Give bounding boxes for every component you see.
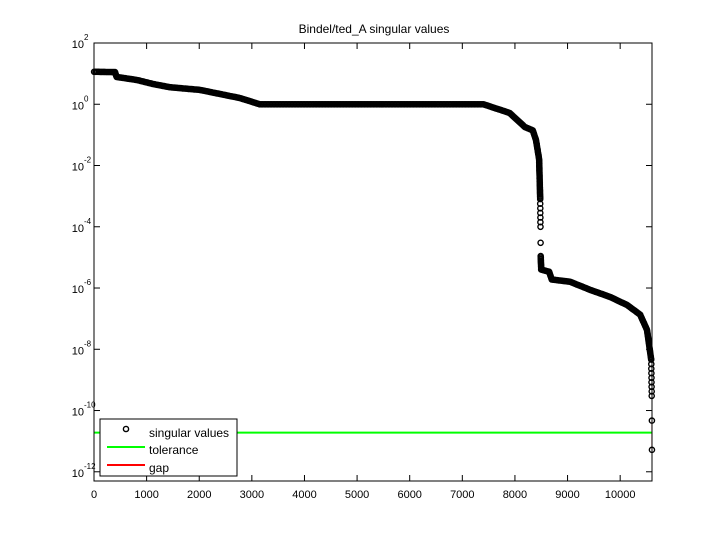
x-tick-label: 2000 [187, 489, 211, 501]
y-tick-label-exponent: -12 [84, 462, 96, 471]
legend: singular values tolerance gap [99, 418, 238, 477]
axes: 0 1000 2000 3000 4000 5000 6000 7000 8000 9000 100… [72, 33, 653, 501]
x-tick-label: 3000 [240, 489, 264, 501]
x-tick-label: 9000 [555, 489, 579, 501]
y-tick-label-base: 10 [72, 407, 84, 419]
x-tick-label: 7000 [450, 489, 474, 501]
y-tick-label-exponent: -10 [84, 401, 96, 410]
y-tick-label-exponent: -2 [84, 156, 92, 165]
x-tick-label: 10000 [605, 489, 636, 501]
y-tick-label-base: 10 [72, 345, 84, 357]
y-tick-label-exponent: -4 [84, 217, 92, 226]
legend-label-gap: gap [149, 461, 169, 475]
y-tick-label-exponent: 0 [84, 94, 89, 103]
y-tick-label-base: 10 [72, 162, 84, 174]
y-tick-label-base: 10 [72, 39, 84, 51]
legend-label-singular-values: singular values [149, 426, 229, 440]
y-tick-label-exponent: -8 [84, 339, 92, 348]
x-tick-label: 1000 [134, 489, 158, 501]
legend-marker-singular-values [122, 425, 130, 433]
chart-title: Bindel/ted_A singular values [299, 22, 450, 36]
x-tick-label: 8000 [503, 489, 527, 501]
y-tick-label-exponent: 2 [84, 33, 89, 42]
data-point [537, 239, 544, 247]
y-tick-label-base: 10 [72, 223, 84, 235]
x-tick-label: 6000 [397, 489, 421, 501]
axes-frame [93, 42, 653, 482]
singular-values-series [90, 68, 656, 454]
legend-label-tolerance: tolerance [149, 443, 199, 457]
y-tick-label-base: 10 [72, 284, 84, 296]
y-tick-label-exponent: -6 [84, 278, 92, 287]
y-tick-label-base: 10 [72, 100, 84, 112]
x-tick-label: 4000 [292, 489, 316, 501]
data-point [537, 223, 544, 231]
x-tick-label: 0 [91, 489, 97, 501]
y-tick-label-base: 10 [72, 468, 84, 480]
x-tick-label: 5000 [345, 489, 369, 501]
plot-area [90, 68, 656, 454]
